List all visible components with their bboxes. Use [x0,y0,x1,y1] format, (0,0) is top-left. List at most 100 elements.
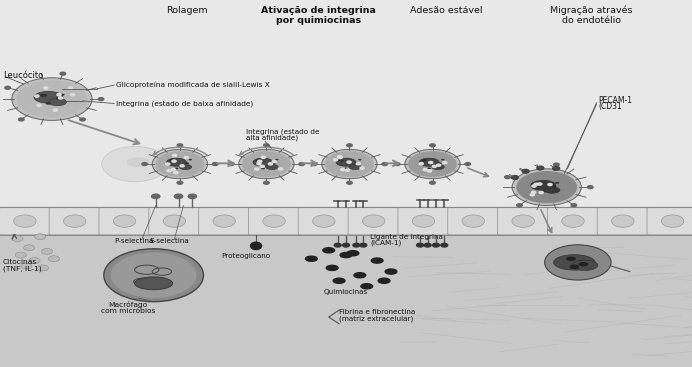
FancyBboxPatch shape [149,207,200,235]
Ellipse shape [428,168,430,169]
Circle shape [261,156,265,159]
Text: Fibrina e fibronectina: Fibrina e fibronectina [339,309,415,315]
Circle shape [553,167,560,170]
Circle shape [80,118,85,121]
Ellipse shape [275,159,278,160]
Ellipse shape [349,164,361,170]
Ellipse shape [361,284,372,289]
Ellipse shape [354,273,366,278]
Ellipse shape [134,277,172,290]
FancyBboxPatch shape [49,207,100,235]
Ellipse shape [545,187,560,193]
Circle shape [184,156,188,159]
Circle shape [15,252,26,258]
Circle shape [338,156,343,159]
Ellipse shape [262,168,264,169]
Circle shape [53,109,57,111]
Circle shape [408,151,457,177]
Ellipse shape [251,242,262,250]
Circle shape [257,160,262,163]
Text: Proteoglicano: Proteoglicano [221,252,270,259]
Circle shape [428,170,432,172]
Circle shape [443,161,447,164]
Ellipse shape [567,257,575,260]
Ellipse shape [333,278,345,283]
Circle shape [423,168,427,171]
Circle shape [571,204,576,207]
Circle shape [278,168,282,170]
Circle shape [57,94,61,96]
Circle shape [504,176,510,179]
Circle shape [188,194,197,199]
Text: E-selectina: E-selectina [149,238,190,244]
Text: Ativação de integrina
por quimiocinas: Ativação de integrina por quimiocinas [261,6,376,25]
Circle shape [322,149,377,179]
Ellipse shape [354,163,358,164]
Ellipse shape [113,215,136,227]
Circle shape [334,159,338,161]
Bar [0,235,692,367]
Ellipse shape [412,215,435,227]
Circle shape [35,95,39,97]
Ellipse shape [363,215,385,227]
Circle shape [177,181,183,184]
Bar [0,207,692,235]
Ellipse shape [189,159,192,160]
Ellipse shape [358,159,361,160]
Circle shape [5,86,10,89]
Circle shape [531,191,536,193]
Circle shape [338,156,342,158]
Ellipse shape [554,255,595,270]
Circle shape [264,144,269,147]
Ellipse shape [253,158,273,166]
Circle shape [255,168,259,170]
Circle shape [441,243,448,247]
Circle shape [356,163,361,165]
Circle shape [111,252,197,298]
Circle shape [172,160,176,162]
Circle shape [394,163,400,166]
Circle shape [60,72,66,75]
FancyBboxPatch shape [0,207,51,235]
Circle shape [334,243,341,247]
Text: PECAM-1: PECAM-1 [599,96,632,105]
Ellipse shape [570,265,579,268]
Ellipse shape [612,215,634,227]
Circle shape [432,165,437,167]
Circle shape [165,163,170,165]
Circle shape [427,170,431,172]
FancyBboxPatch shape [597,207,648,235]
Ellipse shape [437,163,441,164]
Text: (CD31: (CD31 [599,102,622,111]
Text: Macrófago: Macrófago [109,301,147,308]
FancyBboxPatch shape [448,207,499,235]
Text: Quimiocinas: Quimiocinas [324,289,368,295]
Circle shape [37,104,41,106]
Ellipse shape [419,158,439,166]
FancyBboxPatch shape [398,207,449,235]
Circle shape [347,144,352,147]
Circle shape [516,171,577,203]
Circle shape [343,243,349,247]
Circle shape [35,234,46,240]
Circle shape [42,248,53,254]
Circle shape [539,192,543,194]
Ellipse shape [46,103,51,104]
Ellipse shape [441,159,444,160]
Circle shape [37,265,48,271]
Ellipse shape [322,248,335,253]
Circle shape [432,243,439,247]
Circle shape [588,186,593,189]
Ellipse shape [371,258,383,263]
Circle shape [174,171,178,174]
Circle shape [172,154,176,156]
Circle shape [512,169,581,206]
FancyBboxPatch shape [298,207,349,235]
Ellipse shape [271,163,275,164]
Circle shape [419,163,424,165]
Circle shape [311,163,317,166]
Ellipse shape [422,160,426,161]
Ellipse shape [306,256,317,261]
Circle shape [360,243,367,247]
Ellipse shape [462,215,484,227]
